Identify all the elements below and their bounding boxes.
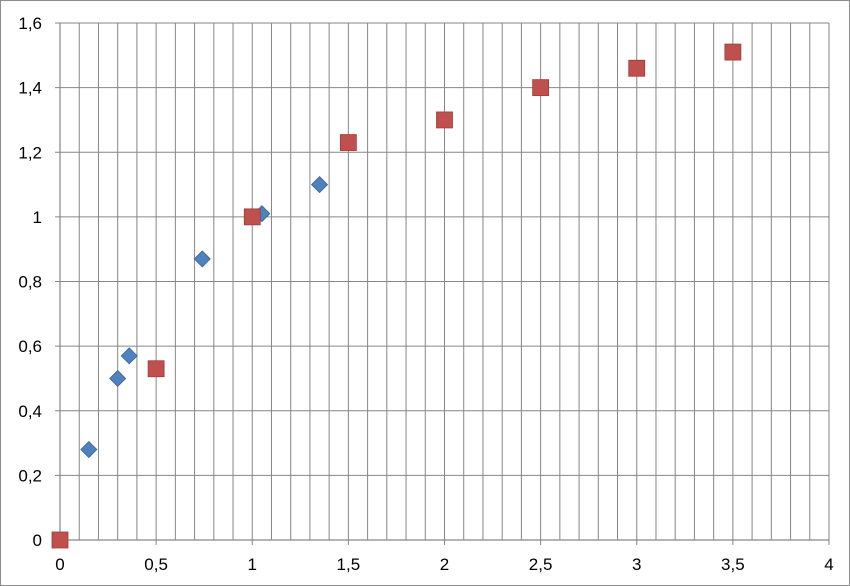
square-data-point bbox=[51, 531, 69, 549]
x-tick-label: 1,5 bbox=[337, 555, 361, 574]
square-data-point bbox=[436, 111, 453, 129]
x-tick-label: 0 bbox=[55, 555, 64, 574]
diamond-data-point bbox=[80, 440, 98, 459]
x-tick-label: 3 bbox=[632, 555, 641, 574]
diamond-data-point bbox=[193, 250, 211, 268]
y-tick-label: 0,8 bbox=[18, 273, 42, 292]
axes bbox=[55, 22, 830, 545]
y-tick-label: 0,2 bbox=[18, 466, 42, 485]
y-tick-label: 0 bbox=[33, 531, 42, 550]
y-tick-label: 0,6 bbox=[18, 337, 42, 356]
grid bbox=[60, 22, 830, 540]
y-tick-label: 1 bbox=[33, 208, 42, 227]
y-tick-label: 0,4 bbox=[18, 402, 42, 421]
diamond-data-point bbox=[310, 175, 329, 194]
x-tick-label: 1 bbox=[248, 555, 257, 574]
x-tick-label: 4 bbox=[824, 555, 833, 574]
x-tick-label: 3,5 bbox=[721, 555, 745, 574]
tick-labels: 0 0,2 0,4 0,6 0,8 1 1,2 1,4 1,6 0 0,5 1 1,5 2 2,5 3 3,5 4 bbox=[18, 14, 833, 574]
square-data-point bbox=[147, 360, 165, 378]
square-data-point bbox=[243, 208, 261, 226]
diamond-data-point bbox=[109, 369, 127, 388]
y-tick-label: 1,6 bbox=[18, 14, 42, 33]
square-data-point bbox=[532, 79, 550, 97]
diamond-data-point bbox=[120, 347, 138, 365]
x-tick-label: 2,5 bbox=[529, 555, 553, 574]
x-tick-label: 0,5 bbox=[144, 555, 168, 574]
y-tick-label: 1,4 bbox=[18, 79, 42, 98]
data-points bbox=[51, 43, 742, 549]
square-data-point bbox=[724, 43, 742, 61]
square-data-point bbox=[628, 59, 646, 77]
y-tick-label: 1,2 bbox=[18, 143, 42, 162]
x-tick-label: 2 bbox=[440, 555, 449, 574]
square-data-point bbox=[339, 134, 357, 151]
